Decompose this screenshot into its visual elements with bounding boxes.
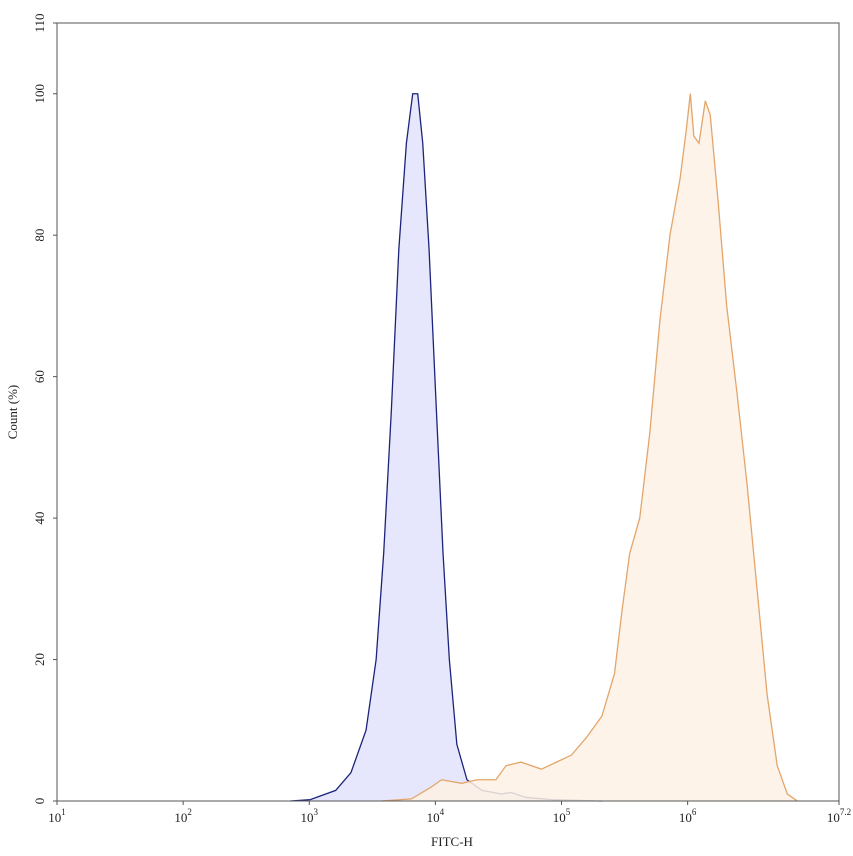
x-tick-base: 10 <box>427 810 440 825</box>
x-tick-base: 10 <box>553 810 566 825</box>
y-tick-label: 0 <box>32 798 47 805</box>
x-tick-label: 106 <box>679 807 697 825</box>
x-tick-exponent: 3 <box>314 807 319 817</box>
x-tick-exponent: 1 <box>61 807 66 817</box>
x-tick-exponent: 7.2 <box>840 807 851 817</box>
x-tick-base: 10 <box>679 810 692 825</box>
x-tick-exponent: 5 <box>566 807 571 817</box>
x-tick-base: 10 <box>174 810 187 825</box>
y-tick-label: 110 <box>32 13 47 32</box>
histogram-line <box>381 93 798 802</box>
histogram-area <box>290 93 602 802</box>
y-tick-label: 60 <box>32 370 47 383</box>
x-tick-exponent: 6 <box>692 807 697 817</box>
x-tick-exponent: 2 <box>187 807 192 817</box>
x-tick-base: 10 <box>301 810 314 825</box>
x-tick-label: 103 <box>301 807 319 825</box>
x-tick-label: 102 <box>174 807 192 825</box>
x-tick-exponent: 4 <box>440 807 445 817</box>
y-tick-label: 100 <box>32 84 47 104</box>
x-tick-label: 105 <box>553 807 571 825</box>
y-tick-label: 80 <box>32 229 47 242</box>
y-axis-label: Count (%) <box>5 385 20 440</box>
x-axis-label: FITC-H <box>431 834 473 849</box>
histogram-area <box>381 93 798 802</box>
x-tick-label: 101 <box>48 807 66 825</box>
x-tick-base: 10 <box>827 810 840 825</box>
plot-frame <box>56 22 840 802</box>
y-tick-label: 40 <box>32 512 47 525</box>
x-tick-base: 10 <box>48 810 61 825</box>
x-tick-label: 104 <box>427 807 445 825</box>
x-tick-label: 107.2 <box>827 807 851 825</box>
y-tick-label: 20 <box>32 653 47 666</box>
